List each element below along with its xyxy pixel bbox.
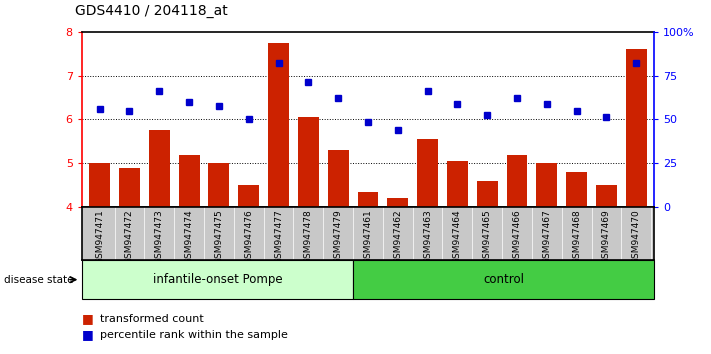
Text: control: control [483,273,524,286]
Bar [506,154,528,207]
Text: infantile-onset Pompe: infantile-onset Pompe [153,273,282,286]
Text: GSM947472: GSM947472 [125,210,134,264]
Bar [358,192,378,207]
Bar [353,260,654,299]
Text: GSM947471: GSM947471 [95,210,104,264]
Text: GSM947476: GSM947476 [244,210,253,264]
Bar [268,43,289,207]
Bar [447,161,468,207]
Text: percentile rank within the sample: percentile rank within the sample [100,330,287,339]
Text: GSM947474: GSM947474 [185,210,193,264]
Text: disease state: disease state [4,275,73,285]
Bar [178,154,200,207]
Text: GSM947464: GSM947464 [453,210,462,264]
Bar [328,150,348,207]
Text: ■: ■ [82,312,94,325]
Text: GSM947462: GSM947462 [393,210,402,264]
Bar [89,163,110,207]
Bar [596,185,617,207]
Text: GSM947465: GSM947465 [483,210,492,264]
Text: GDS4410 / 204118_at: GDS4410 / 204118_at [75,4,228,18]
Text: GSM947477: GSM947477 [274,210,283,264]
Bar [82,260,353,299]
Text: GSM947468: GSM947468 [572,210,581,264]
Bar [566,172,587,207]
Text: GSM947469: GSM947469 [602,210,611,264]
Text: GSM947470: GSM947470 [632,210,641,264]
Text: GSM947479: GSM947479 [333,210,343,264]
Text: GSM947466: GSM947466 [513,210,521,264]
Bar [298,117,319,207]
Bar [119,168,140,207]
Bar [417,139,438,207]
Bar [238,185,259,207]
Text: transformed count: transformed count [100,314,203,324]
Bar [387,198,408,207]
Text: GSM947478: GSM947478 [304,210,313,264]
Bar [477,181,498,207]
Bar [149,130,170,207]
Text: GSM947475: GSM947475 [215,210,223,264]
Bar [536,163,557,207]
Bar [208,163,230,207]
Text: ■: ■ [82,328,94,341]
Text: GSM947467: GSM947467 [542,210,551,264]
Text: GSM947473: GSM947473 [155,210,164,264]
Text: GSM947463: GSM947463 [423,210,432,264]
Bar [626,50,647,207]
Text: GSM947461: GSM947461 [363,210,373,264]
